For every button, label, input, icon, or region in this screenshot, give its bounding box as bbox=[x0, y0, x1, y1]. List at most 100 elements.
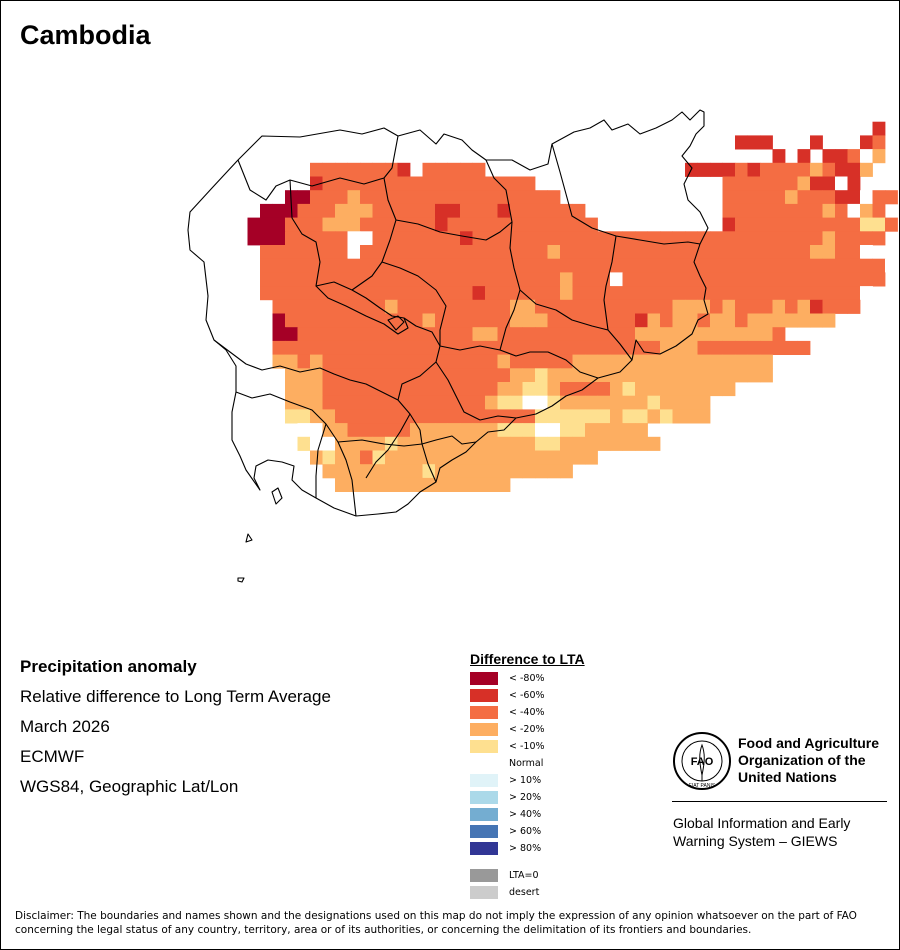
anomaly-cell bbox=[460, 217, 473, 232]
legend-label: < -40% bbox=[509, 707, 545, 718]
disclaimer: Disclaimer: The boundaries and names sho… bbox=[15, 910, 857, 936]
anomaly-cell bbox=[397, 162, 411, 177]
anomaly-cell bbox=[735, 272, 748, 287]
anomaly-cell bbox=[647, 245, 661, 260]
divider bbox=[672, 801, 887, 802]
anomaly-cell bbox=[385, 231, 398, 246]
anomaly-cell bbox=[472, 190, 486, 205]
anomaly-cell bbox=[497, 176, 511, 191]
anomaly-cell bbox=[272, 258, 286, 273]
org-name-line: Food and Agriculture bbox=[738, 735, 880, 751]
anomaly-cell bbox=[322, 436, 336, 451]
anomaly-cell bbox=[685, 409, 698, 424]
anomaly-cell bbox=[772, 327, 786, 342]
anomaly-cell bbox=[472, 272, 486, 287]
anomaly-cell bbox=[572, 313, 586, 328]
anomaly-cell bbox=[672, 409, 686, 424]
anomaly-cell bbox=[810, 231, 823, 246]
legend-swatch bbox=[470, 842, 498, 855]
anomaly-cell bbox=[822, 149, 836, 164]
anomaly-cell bbox=[610, 327, 623, 342]
anomaly-cell bbox=[622, 313, 636, 328]
legend-swatch bbox=[470, 757, 498, 770]
anomaly-cell bbox=[747, 245, 761, 260]
anomaly-cell bbox=[510, 382, 523, 397]
anomaly-cell bbox=[797, 217, 811, 232]
anomaly-cell bbox=[460, 299, 473, 314]
province-boundary bbox=[289, 179, 321, 287]
anomaly-cell bbox=[435, 258, 448, 273]
anomaly-cell bbox=[772, 299, 786, 314]
anomaly-cell bbox=[347, 340, 361, 355]
anomaly-cell bbox=[310, 450, 323, 465]
anomaly-cell bbox=[272, 217, 286, 232]
anomaly-cell bbox=[335, 313, 348, 328]
anomaly-cell bbox=[460, 327, 473, 342]
anomaly-cell bbox=[272, 299, 286, 314]
anomaly-cell bbox=[785, 162, 798, 177]
anomaly-cell bbox=[397, 423, 411, 438]
anomaly-cell bbox=[735, 203, 748, 218]
lake-inner bbox=[387, 315, 405, 331]
anomaly-cell bbox=[510, 245, 523, 260]
anomaly-cell bbox=[435, 231, 448, 246]
anomaly-cell bbox=[410, 327, 423, 342]
anomaly-cell bbox=[297, 299, 311, 314]
anomaly-cell bbox=[572, 258, 586, 273]
anomaly-cell bbox=[335, 272, 348, 287]
anomaly-cell bbox=[635, 423, 648, 438]
anomaly-cell bbox=[747, 258, 761, 273]
anomaly-cell bbox=[585, 313, 598, 328]
anomaly-cell bbox=[297, 409, 311, 424]
anomaly-cell bbox=[497, 272, 511, 287]
anomaly-cell bbox=[647, 436, 661, 451]
anomaly-cell bbox=[347, 245, 361, 260]
anomaly-cell bbox=[410, 217, 423, 232]
anomaly-cell bbox=[472, 217, 486, 232]
anomaly-cell bbox=[422, 313, 436, 328]
anomaly-cell bbox=[510, 436, 523, 451]
anomaly-cell bbox=[672, 245, 686, 260]
anomaly-cell bbox=[672, 313, 686, 328]
anomaly-cell bbox=[572, 231, 586, 246]
anomaly-cell bbox=[347, 409, 361, 424]
anomaly-cell bbox=[872, 135, 886, 150]
anomaly-cell bbox=[822, 203, 836, 218]
anomaly-cell bbox=[397, 477, 411, 492]
anomaly-cell bbox=[510, 217, 523, 232]
anomaly-cell bbox=[347, 217, 361, 232]
anomaly-cell bbox=[622, 395, 636, 410]
anomaly-cell bbox=[510, 464, 523, 479]
legend-item: < -80% bbox=[470, 672, 545, 685]
anomaly-cell bbox=[322, 176, 336, 191]
anomaly-cell bbox=[522, 450, 536, 465]
anomaly-cell bbox=[647, 409, 661, 424]
anomaly-cell bbox=[622, 299, 636, 314]
anomaly-grid bbox=[247, 121, 898, 492]
anomaly-cell bbox=[497, 313, 511, 328]
anomaly-cell bbox=[397, 299, 411, 314]
anomaly-cell bbox=[710, 313, 723, 328]
anomaly-cell bbox=[560, 313, 573, 328]
anomaly-cell bbox=[585, 423, 598, 438]
anomaly-cell bbox=[722, 162, 736, 177]
anomaly-cell bbox=[522, 217, 536, 232]
anomaly-cell bbox=[697, 395, 711, 410]
anomaly-cell bbox=[597, 245, 611, 260]
anomaly-cell bbox=[797, 286, 811, 301]
anomaly-cell bbox=[335, 423, 348, 438]
anomaly-cell bbox=[360, 340, 373, 355]
anomaly-cell bbox=[460, 190, 473, 205]
anomaly-cell bbox=[372, 382, 386, 397]
anomaly-cell bbox=[685, 272, 698, 287]
anomaly-cell bbox=[460, 368, 473, 383]
anomaly-cell bbox=[660, 382, 673, 397]
anomaly-cell bbox=[435, 477, 448, 492]
anomaly-cell bbox=[835, 217, 848, 232]
anomaly-cell bbox=[597, 286, 611, 301]
anomaly-cell bbox=[547, 286, 561, 301]
anomaly-cell bbox=[322, 368, 336, 383]
anomaly-cell bbox=[410, 423, 423, 438]
anomaly-cell bbox=[497, 258, 511, 273]
